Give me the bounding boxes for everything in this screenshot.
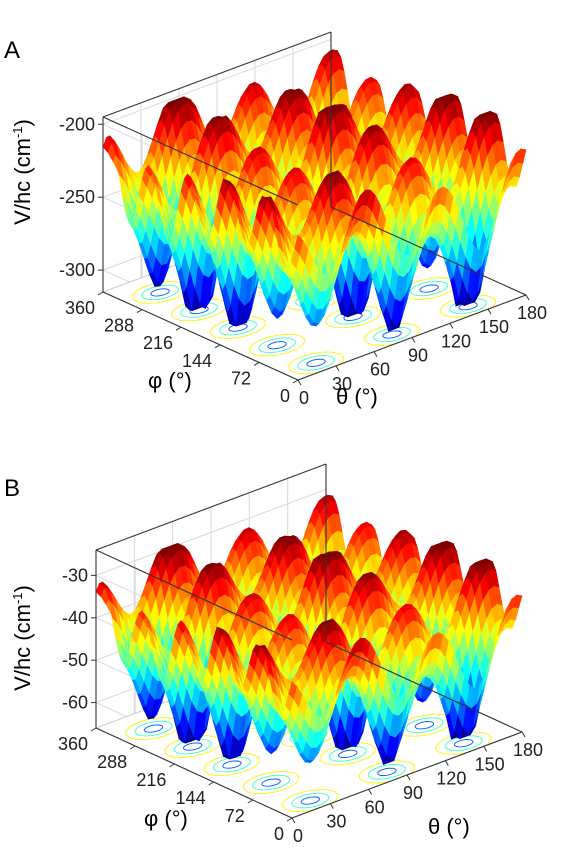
panel-a-y-tick-mark (292, 379, 299, 384)
panel-b-floor-contour (291, 792, 330, 809)
panel-a-x-tick-label: 0 (299, 388, 309, 408)
panel-a-x-tick-mark (335, 365, 340, 372)
panel-a-z-axis-title: V/hc (cm-1) (10, 119, 35, 225)
panel-b-floor-contour (300, 796, 320, 805)
panel-a-axis-edge (102, 116, 299, 206)
panel-b-floor-contour (252, 774, 290, 791)
panel-a-axis-edge (102, 31, 332, 118)
panel-a-x-tick-mark (449, 323, 454, 329)
panel-a-x-tick-mark (487, 308, 492, 315)
panel-a-floor-contour (249, 333, 305, 357)
panel-a-y-tick-label: 216 (143, 333, 173, 353)
panel-a-x-tick-mark (297, 379, 302, 386)
panel-b-floor-contour (222, 760, 242, 769)
panel-a-y-tick-label: 72 (231, 368, 251, 388)
panel-b: 0306090120150180072144216288360-60-50-40… (4, 463, 543, 846)
panel-a-y-tick-mark (97, 291, 104, 296)
panel-b-floor-contour (377, 767, 397, 777)
panel-a-x-tick-label: 90 (408, 346, 428, 366)
panel-a-x-axis-title: θ (°) (336, 384, 378, 409)
panel-a-x-tick-label: 30 (332, 374, 352, 394)
panel-a-z-tick-label: -300 (59, 260, 95, 280)
panel-b-floor-contour (338, 749, 358, 759)
panel-a-floor-contour (267, 341, 287, 350)
panel-a-y-tick-mark (175, 326, 182, 331)
panel-a-y-tick-label: 360 (65, 298, 95, 318)
panel-a-y-tick-mark (136, 309, 143, 314)
panel-b-floor-contour (414, 721, 435, 730)
panel-a-y-axis-title: φ (°) (148, 368, 192, 393)
panel-a-y-tick-mark (214, 344, 221, 349)
panel-b-floor-contour (243, 771, 300, 795)
panel-a-axis-edge (330, 206, 527, 296)
panel-a-x-tick-mark (525, 294, 530, 301)
panel-a: 0 30 60 90 120 150 180 0 72 144 216 288 360 -300 -250 -… (4, 31, 547, 409)
panel-b-floor-contour (261, 778, 281, 787)
panel-a-floor-contour (382, 330, 402, 339)
panel-a-x-tick-mark (411, 337, 416, 343)
panel-a-x-tick-mark (373, 351, 378, 357)
panel-b-floor-contour (453, 739, 474, 748)
panel-b-floor-contour (143, 724, 164, 733)
panel-a-y-tick-mark (253, 361, 260, 366)
panel-a-surface-patch (517, 148, 527, 164)
panel-a-z-tick-label: -250 (59, 187, 95, 207)
panel-b-floor-contour (368, 764, 406, 780)
panel-a-floor-contour (297, 355, 335, 371)
panel-b-floor-contour (134, 720, 173, 737)
panel-a-y-tick-label: 288 (104, 316, 134, 336)
panel-a-axis-edge (102, 291, 299, 381)
panel-a-x-tick-label: 120 (441, 331, 471, 351)
panel-a-x-tick-label: 60 (370, 360, 390, 380)
panel-a-floor-contour (150, 288, 170, 297)
panel-a-label: A (4, 37, 20, 64)
panel-a-x-tick-label: 150 (479, 317, 509, 337)
panel-a-x-tick-label: 180 (517, 303, 547, 323)
panel-a-floor-contour (410, 280, 448, 297)
panel-a-floor-contour (419, 284, 439, 293)
panel-a-floor-contour (258, 337, 296, 353)
panel-a-floor-contour (306, 358, 326, 367)
panel-b-floor-contour (405, 717, 444, 734)
panel-a-y-tick-label: 144 (182, 351, 212, 371)
panel-a-y-tick-label: 0 (280, 386, 290, 406)
panel-b-floor-contour (183, 742, 203, 751)
panel-a-z-tick-label: -200 (59, 114, 95, 134)
